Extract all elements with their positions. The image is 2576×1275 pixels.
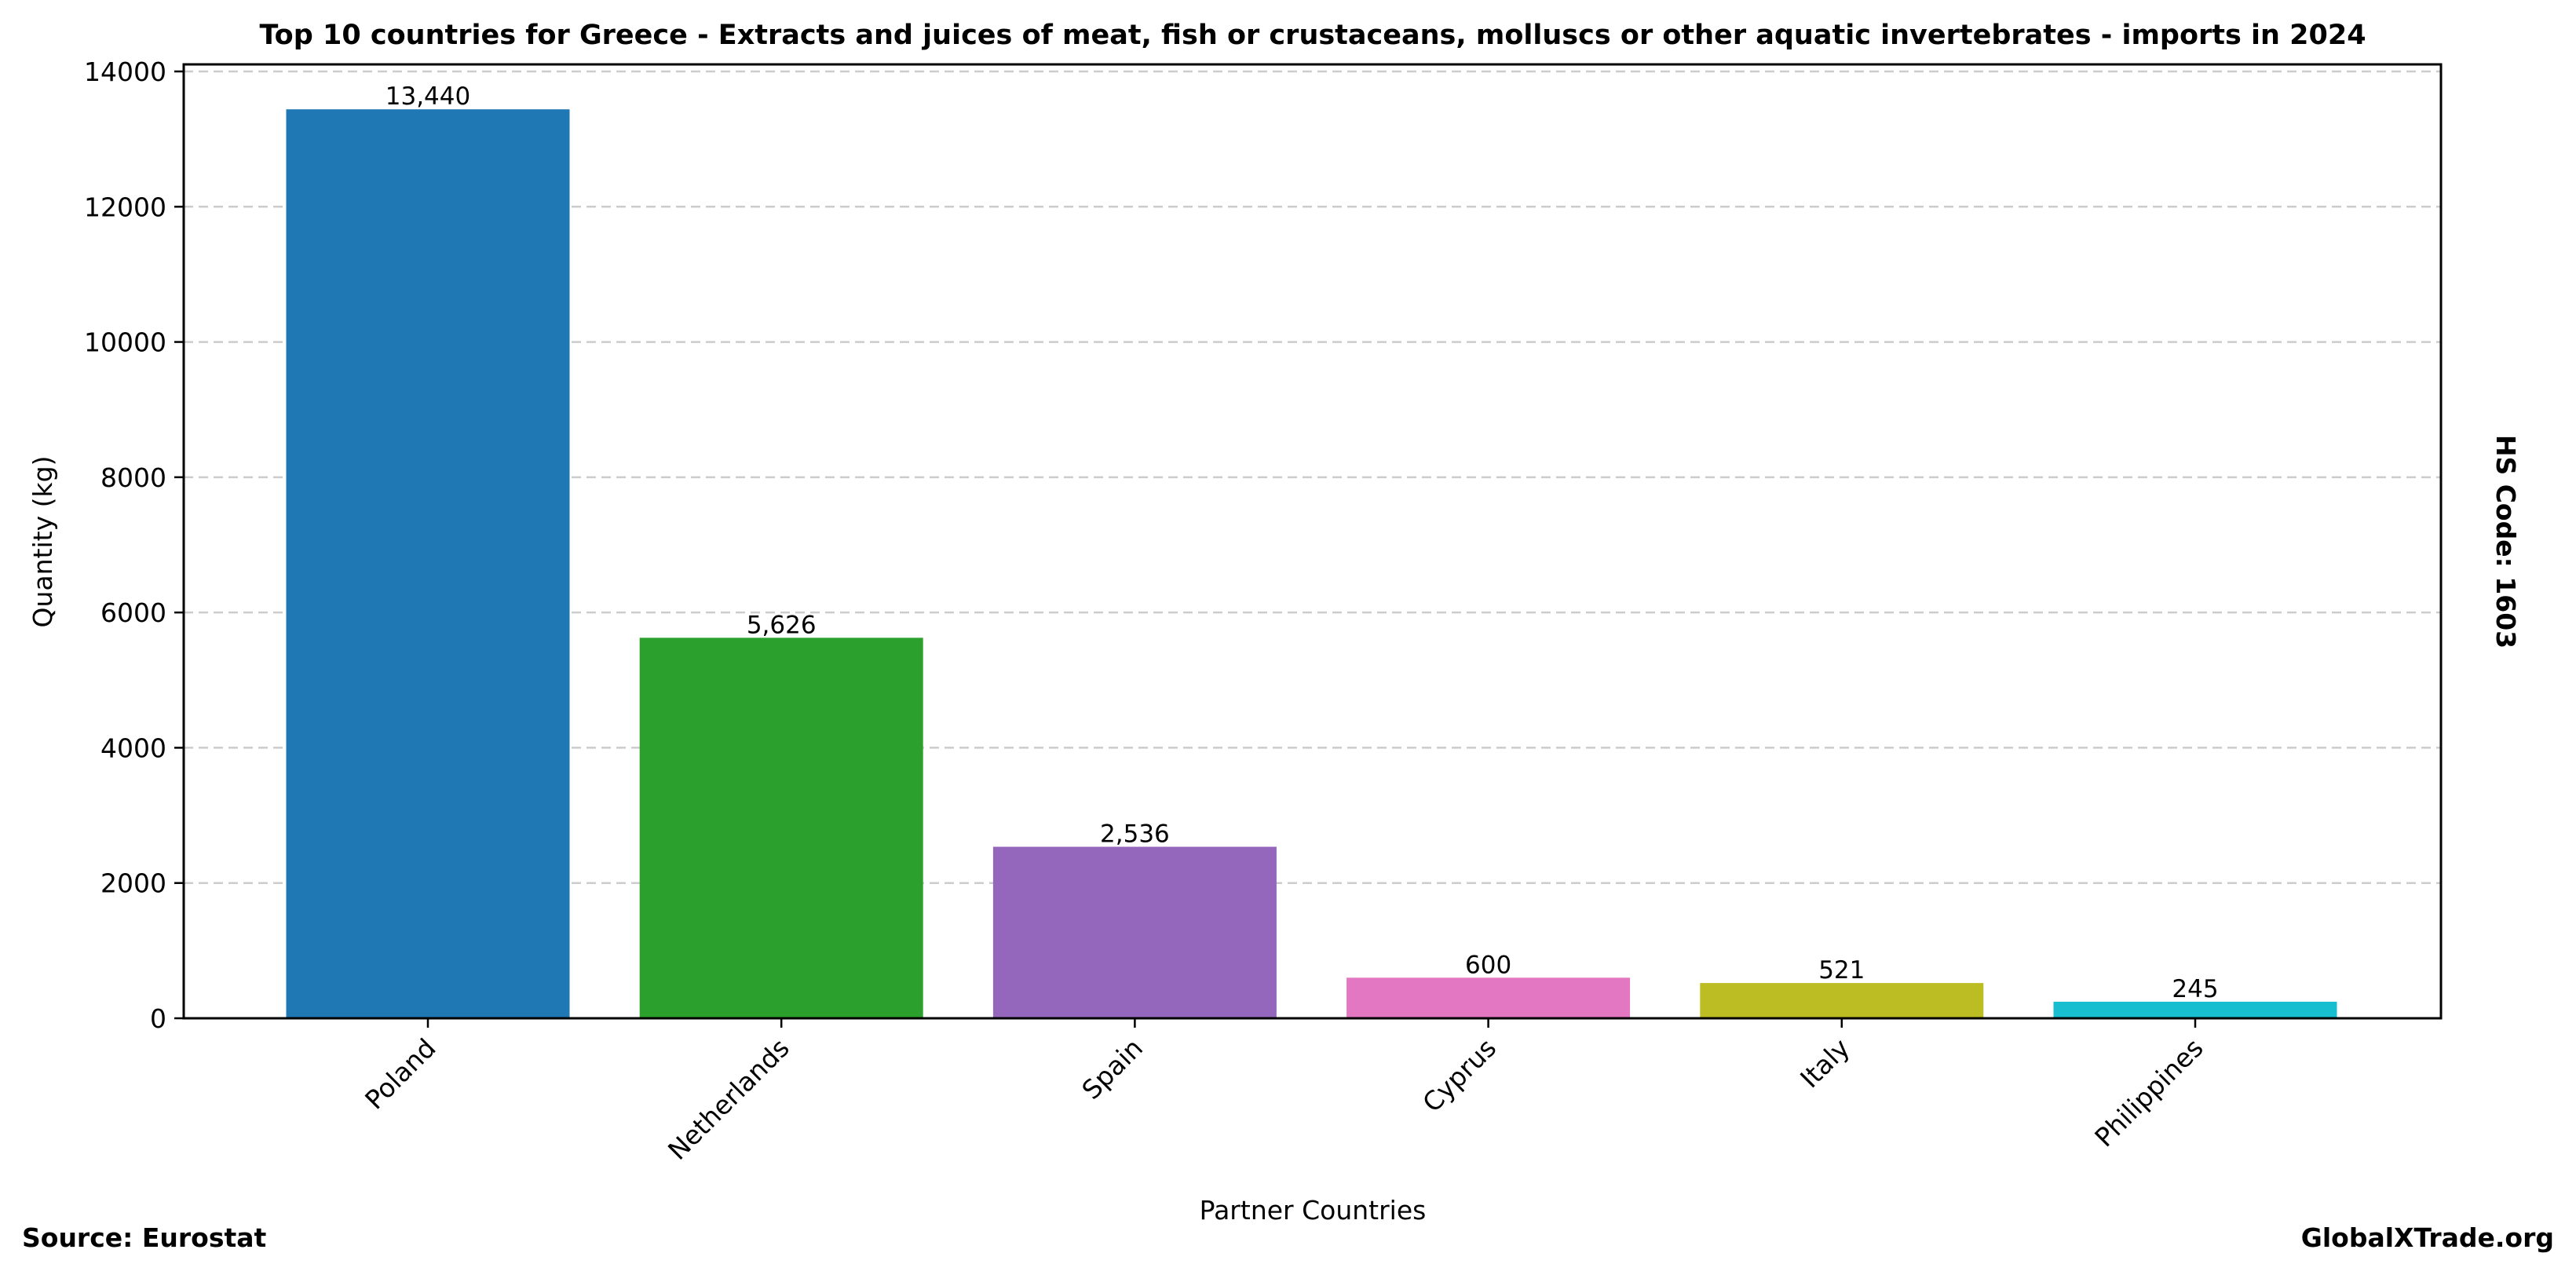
chart-title: Top 10 countries for Greece - Extracts a… — [259, 20, 2366, 51]
bar-cyprus — [1346, 977, 1631, 1018]
data-label: 245 — [2172, 975, 2218, 1003]
x-tick-label: Spain — [1076, 1032, 1149, 1105]
plot-frame — [182, 63, 2443, 1020]
x-tick-label: Cyprus — [1416, 1032, 1502, 1118]
x-axis-label: Partner Countries — [1200, 1195, 1427, 1226]
bar-spain — [992, 846, 1277, 1018]
y-axis-ticks: 0 2000 4000 6000 8000 10000 12000 14000 — [84, 57, 184, 1034]
bar-philippines — [2053, 1001, 2337, 1018]
brand-label: GlobalXTrade.org — [2301, 1222, 2554, 1253]
x-tick-label: Poland — [359, 1032, 441, 1115]
x-axis-ticks: Poland Netherlands Spain Cyprus Italy Philipp… — [359, 1018, 2209, 1166]
x-tick-label: Philippines — [2088, 1032, 2209, 1153]
y-tick-label: 14000 — [84, 57, 166, 87]
hs-code-label: HS Code: 1603 — [2490, 435, 2521, 648]
data-label: 13,440 — [385, 82, 470, 111]
source-label: Source: Eurostat — [22, 1222, 267, 1253]
y-tick-label: 10000 — [84, 327, 166, 358]
data-labels: 13,440 5,626 2,536 600 521 245 — [385, 82, 2219, 1003]
y-tick-label: 2000 — [100, 868, 166, 899]
y-tick-label: 6000 — [100, 597, 166, 628]
bar-netherlands — [639, 638, 923, 1018]
data-label: 2,536 — [1100, 820, 1170, 849]
data-label: 600 — [1465, 951, 1511, 979]
y-tick-label: 8000 — [100, 462, 166, 493]
y-tick-label: 4000 — [100, 732, 166, 763]
x-tick-label: Italy — [1794, 1032, 1855, 1094]
y-axis-label: Quantity (kg) — [27, 456, 58, 628]
bars — [286, 109, 2337, 1019]
y-tick-label: 12000 — [84, 192, 166, 222]
bar-italy — [1700, 983, 1984, 1018]
bar-poland — [286, 109, 570, 1019]
data-label: 5,626 — [747, 611, 817, 639]
x-tick-label: Netherlands — [662, 1032, 795, 1166]
y-tick-label: 0 — [150, 1003, 166, 1034]
data-label: 521 — [1818, 956, 1865, 985]
